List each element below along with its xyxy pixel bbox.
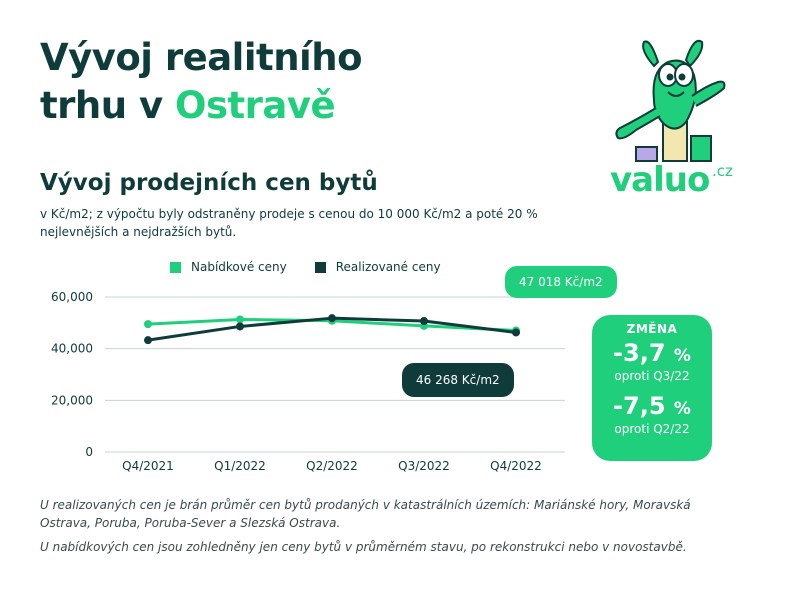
legend-item-realized: Realizované ceny (314, 260, 441, 274)
y-tick-label: 60,000 (51, 290, 93, 304)
x-tick-label: Q1/2022 (214, 459, 266, 473)
data-point-realized (236, 322, 244, 331)
change-q3-value: -3,7 % (592, 340, 712, 369)
change-q3-label: oproti Q3/22 (614, 369, 690, 383)
y-tick-label: 40,000 (51, 342, 93, 356)
change-q3-unit: % (673, 346, 691, 366)
change-q2-unit: % (673, 399, 691, 419)
legend-swatch-offer (170, 261, 181, 273)
change-summary-box: ZMĚNA -3,7 % oproti Q3/22 -7,5 % oproti … (592, 315, 712, 461)
data-point-realized (144, 336, 152, 345)
change-q2-value: -7,5 % (592, 393, 712, 422)
x-tick-label: Q4/2022 (490, 459, 542, 473)
data-point-offer (236, 315, 244, 324)
legend-item-offer: Nabídkové ceny (170, 260, 287, 274)
y-tick-label: 0 (85, 445, 93, 459)
title-line-1: Vývoj realitního (40, 36, 363, 79)
data-point-realized (420, 317, 428, 326)
legend-label-offer: Nabídkové ceny (191, 260, 287, 274)
x-tick-label: Q3/2022 (398, 459, 450, 473)
section-title: Vývoj prodejních cen bytů (40, 170, 378, 196)
change-q2-label: oproti Q2/22 (614, 422, 690, 436)
footnote-realized: U realizovaných cen je brán průměr cen b… (40, 498, 691, 530)
title-city: Ostravě (175, 84, 336, 127)
valuo-tld: .cz (712, 162, 733, 180)
footnote-offer: U nabídkových cen jsou zohledněny jen ce… (40, 540, 687, 554)
change-q2-number: -7,5 (613, 392, 666, 420)
page-title: Vývoj realitního trhu v Ostravě (40, 34, 363, 130)
data-point-offer (144, 320, 152, 329)
data-point-realized (512, 328, 520, 337)
change-header: ZMĚNA (626, 322, 678, 336)
callout-realized-last: 46 268 Kč/m2 (402, 363, 514, 397)
footnotes: U realizovaných cen je brán průměr cen b… (40, 496, 740, 562)
x-tick-label: Q2/2022 (306, 459, 358, 473)
callout-offer-last: 47 018 Kč/m2 (505, 266, 617, 298)
chart-legend: Nabídkové ceny Realizované ceny (170, 260, 441, 274)
valuo-wordmark: valuo (610, 160, 710, 200)
legend-swatch-realized (314, 261, 326, 273)
x-tick-label: Q4/2021 (122, 459, 174, 473)
data-point-realized (328, 314, 336, 323)
change-q3-number: -3,7 (613, 339, 666, 367)
title-line-2: trhu v Ostravě (40, 82, 362, 130)
y-tick-label: 20,000 (51, 393, 93, 407)
legend-label-realized: Realizované ceny (335, 260, 441, 274)
title-line-2-prefix: trhu v (40, 84, 175, 127)
section-note: v Kč/m2; z výpočtu byly odstraněny prode… (40, 207, 538, 239)
valuo-mascot-logo (606, 30, 736, 205)
